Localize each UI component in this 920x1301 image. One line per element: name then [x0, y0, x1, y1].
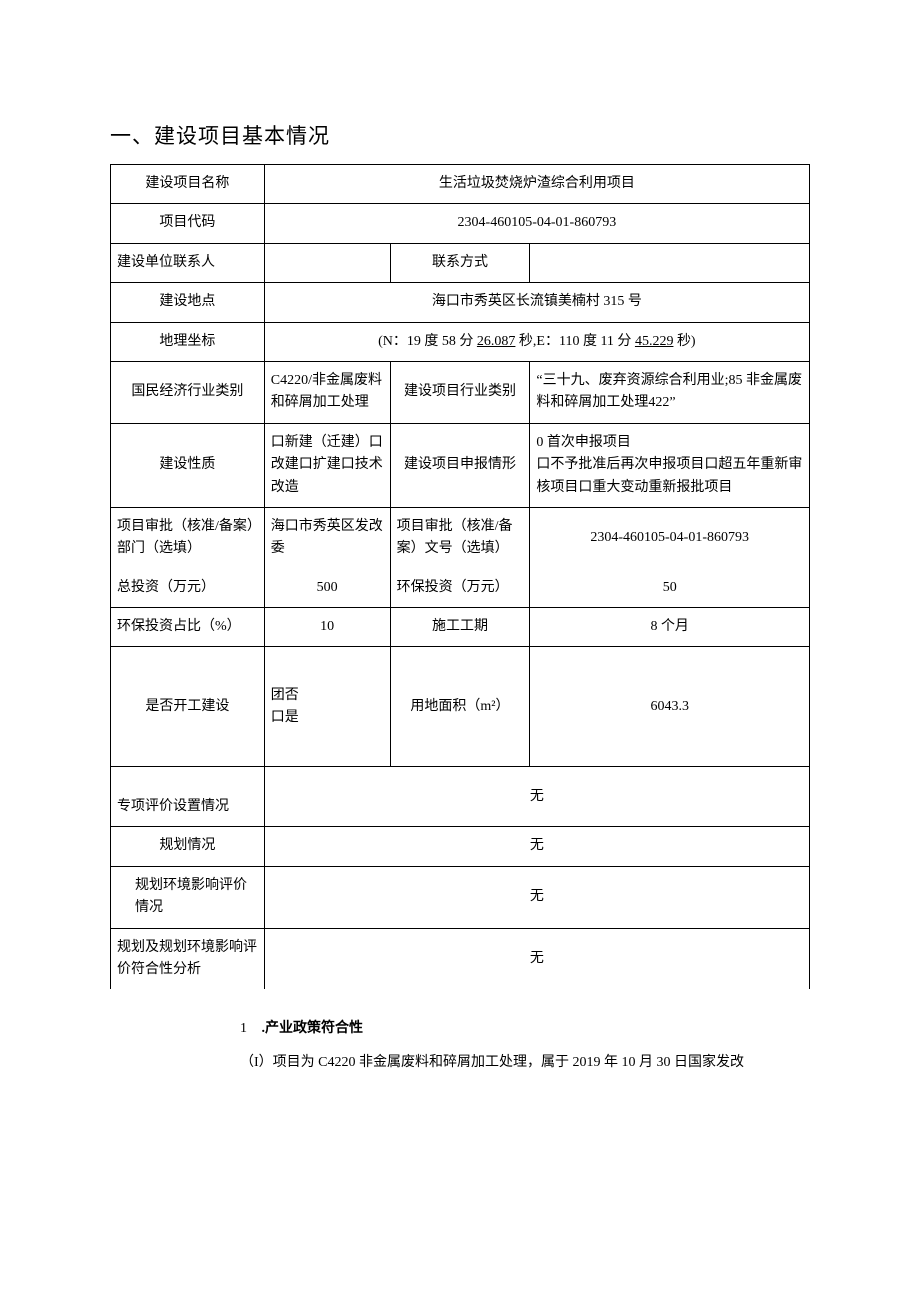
value-env-invest: 50 — [530, 569, 810, 608]
value-industry-nat: C4220/非金属废料和碎屑加工处理 — [264, 361, 390, 423]
value-land-area: 6043.3 — [530, 647, 810, 767]
value-plan-conform: 无 — [264, 928, 809, 989]
table-row: 规划环境影响评价情况 无 — [111, 866, 810, 928]
value-approval-doc: 2304-460105-04-01-860793 — [530, 507, 810, 568]
label-plan-conform: 规划及规划环境影响评价符合性分析 — [111, 928, 265, 989]
value-total-invest: 500 — [264, 569, 390, 608]
footer-item-1-title-text: .产业政策符合性 — [258, 1021, 363, 1036]
table-row: 是否开工建设 团否 口是 用地面积（m²） 6043.3 — [111, 647, 810, 767]
label-land-area: 用地面积（m²） — [390, 647, 530, 767]
geo-sec1: 26.087 — [477, 334, 516, 349]
value-project-name: 生活垃圾焚烧炉渣综合利用项目 — [264, 165, 809, 204]
label-special-eval: 专项评价设置情况 — [111, 767, 265, 827]
section-heading: 一、建设项目基本情况 — [110, 120, 810, 150]
table-row: 总投资（万元） 500 环保投资（万元） 50 — [111, 569, 810, 608]
value-contact-method — [530, 243, 810, 282]
value-plan-env: 无 — [264, 866, 809, 928]
geo-mid: 秒,E：110 度 11 分 — [515, 334, 635, 349]
table-row: 建设性质 口新建（迁建）口改建口扩建口技术改造 建设项目申报情形 0 首次申报项… — [111, 423, 810, 507]
label-env-ratio: 环保投资占比（%） — [111, 608, 265, 647]
value-address: 海口市秀英区长流镇美楠村 315 号 — [264, 283, 809, 322]
label-address: 建设地点 — [111, 283, 265, 322]
table-row: 项目代码 2304-460105-04-01-860793 — [111, 204, 810, 243]
page: 一、建设项目基本情况 建设项目名称 生活垃圾焚烧炉渣综合利用项目 项目代码 23… — [0, 0, 920, 1123]
value-special-eval: 无 — [264, 767, 809, 827]
label-total-invest: 总投资（万元） — [111, 569, 265, 608]
label-plan-env: 规划环境影响评价情况 — [111, 866, 265, 928]
value-env-ratio: 10 — [264, 608, 390, 647]
label-industry-proj: 建设项目行业类别 — [390, 361, 530, 423]
geo-prefix: (N：19 度 58 分 — [378, 334, 477, 349]
value-geo: (N：19 度 58 分 26.087 秒,E：110 度 11 分 45.22… — [264, 322, 809, 361]
table-row: 地理坐标 (N：19 度 58 分 26.087 秒,E：110 度 11 分 … — [111, 322, 810, 361]
label-contact-method: 联系方式 — [390, 243, 530, 282]
value-planning: 无 — [264, 827, 809, 866]
label-planning: 规划情况 — [111, 827, 265, 866]
table-row: 规划及规划环境影响评价符合性分析 无 — [111, 928, 810, 989]
label-declare-type: 建设项目申报情形 — [390, 423, 530, 507]
footer-item-1-no: 1 — [240, 1015, 258, 1043]
geo-sec2: 45.229 — [635, 334, 674, 349]
footer-body-text: 1 .产业政策符合性 （I）项目为 C4220 非金属废料和碎屑加工处理，属于 … — [110, 989, 810, 1077]
table-row: 建设地点 海口市秀英区长流镇美楠村 315 号 — [111, 283, 810, 322]
geo-suffix: 秒) — [673, 334, 695, 349]
table-row: 项目审批（核准/备案）部门（选填） 海口市秀英区发改委 项目审批（核准/备案）文… — [111, 507, 810, 568]
footer-item-1-body: （I）项目为 C4220 非金属废料和碎屑加工处理，属于 2019 年 10 月… — [240, 1049, 810, 1077]
label-contact-person: 建设单位联系人 — [111, 243, 265, 282]
value-industry-proj: “三十九、废弃资源综合利用业;85 非金属废料和碎屑加工处理422” — [530, 361, 810, 423]
label-industry-nat: 国民经济行业类别 — [111, 361, 265, 423]
label-project-code: 项目代码 — [111, 204, 265, 243]
project-info-table: 建设项目名称 生活垃圾焚烧炉渣综合利用项目 项目代码 2304-460105-0… — [110, 164, 810, 989]
value-duration: 8 个月 — [530, 608, 810, 647]
label-approval-doc: 项目审批（核准/备案）文号（选填） — [390, 507, 530, 568]
label-approval-dept: 项目审批（核准/备案）部门（选填） — [111, 507, 265, 568]
table-row: 国民经济行业类别 C4220/非金属废料和碎屑加工处理 建设项目行业类别 “三十… — [111, 361, 810, 423]
label-build-nature: 建设性质 — [111, 423, 265, 507]
value-started: 团否 口是 — [264, 647, 390, 767]
value-declare-type: 0 首次申报项目 口不予批准后再次申报项目口超五年重新审核项目口重大变动重新报批… — [530, 423, 810, 507]
value-approval-dept: 海口市秀英区发改委 — [264, 507, 390, 568]
label-duration: 施工工期 — [390, 608, 530, 647]
value-contact-person — [264, 243, 390, 282]
table-row: 建设单位联系人 联系方式 — [111, 243, 810, 282]
table-row: 规划情况 无 — [111, 827, 810, 866]
table-row: 建设项目名称 生活垃圾焚烧炉渣综合利用项目 — [111, 165, 810, 204]
label-env-invest: 环保投资（万元） — [390, 569, 530, 608]
value-build-nature: 口新建（迁建）口改建口扩建口技术改造 — [264, 423, 390, 507]
label-started: 是否开工建设 — [111, 647, 265, 767]
label-project-name: 建设项目名称 — [111, 165, 265, 204]
table-row: 环保投资占比（%） 10 施工工期 8 个月 — [111, 608, 810, 647]
footer-item-1-title: 1 .产业政策符合性 — [240, 1015, 810, 1043]
table-row: 专项评价设置情况 无 — [111, 767, 810, 827]
label-geo: 地理坐标 — [111, 322, 265, 361]
value-project-code: 2304-460105-04-01-860793 — [264, 204, 809, 243]
